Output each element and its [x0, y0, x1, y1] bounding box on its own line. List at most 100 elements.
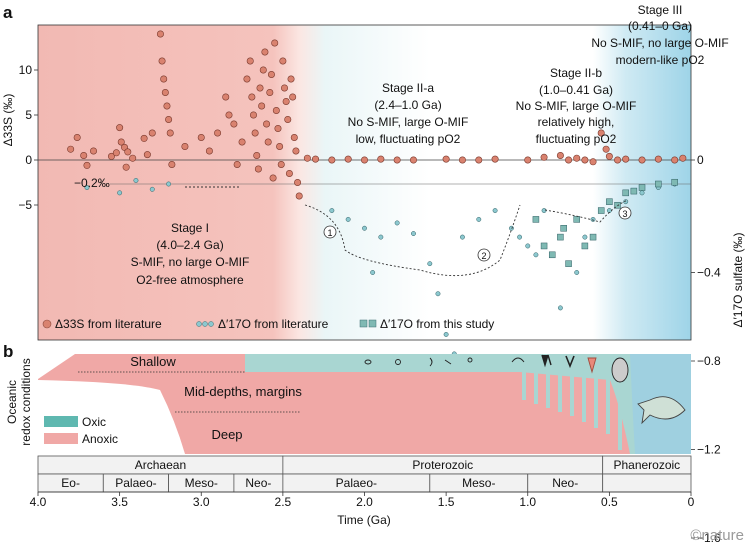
svg-text:2: 2	[481, 251, 486, 261]
era-label: Neo-	[552, 476, 578, 490]
legend-d17o-lit-label: Δ′17O from literature	[218, 317, 329, 331]
d33s-point	[290, 134, 298, 142]
d33s-point	[266, 89, 274, 97]
d33s-point	[263, 120, 271, 128]
anoxic-region	[38, 354, 691, 454]
era-row: Eo- Palaeo- Meso- Neo- Palaeo- Meso- Neo-	[37, 473, 692, 493]
svg-text:Stage I: Stage I	[171, 221, 209, 235]
left-tick-label: 0	[25, 153, 32, 167]
d17o-study-point	[581, 242, 589, 250]
d33s-point	[524, 156, 532, 164]
d33s-point	[602, 145, 610, 153]
d33s-point	[238, 138, 246, 146]
legend-anoxic-label: Anoxic	[82, 432, 118, 446]
svg-text:(1.0–0.41 Ga): (1.0–0.41 Ga)	[539, 83, 613, 97]
era-label: Palaeo-	[115, 476, 156, 490]
d17o-literature-point	[533, 252, 539, 258]
svg-text:No S-MIF, large O-MIF: No S-MIF, large O-MIF	[348, 115, 469, 129]
left-tick-label: 5	[25, 108, 32, 122]
svg-text:No S-MIF, no large O-MIF: No S-MIF, no large O-MIF	[591, 36, 728, 50]
event-marker-1: 1	[323, 225, 337, 239]
d33s-point	[491, 155, 499, 163]
d33s-point	[269, 174, 277, 182]
svg-text:No S-MIF, large O-MIF: No S-MIF, large O-MIF	[516, 99, 637, 113]
svg-text:(2.4–1.0 Ga): (2.4–1.0 Ga)	[374, 98, 441, 112]
d33s-point	[143, 151, 151, 159]
d17o-literature-point	[84, 185, 90, 190]
d33s-point	[282, 98, 290, 106]
event-marker-3: 3	[618, 206, 632, 220]
d33s-point	[225, 111, 233, 119]
svg-text:low, fluctuating pO2: low, fluctuating pO2	[356, 132, 461, 146]
stage-2a-label: Stage II-a (2.4–1.0 Ga) No S-MIF, large …	[348, 81, 469, 146]
svg-text:O2-free atmosphere: O2-free atmosphere	[136, 273, 244, 287]
d33s-point	[458, 156, 466, 164]
d33s-point	[622, 155, 630, 163]
era-label: Meso-	[185, 476, 218, 490]
d17o-study-point	[565, 260, 572, 267]
d33s-point	[156, 30, 164, 38]
x-tick-label: 0.5	[601, 495, 618, 509]
d33s-point	[243, 75, 251, 83]
offset-label: −0.2‰	[74, 176, 110, 190]
d33s-point	[393, 156, 401, 164]
d33s-point	[277, 161, 285, 169]
d17o-literature-point	[149, 186, 155, 192]
d33s-point	[251, 129, 259, 137]
d33s-point	[256, 84, 264, 92]
right-axis-label: Δ′17O sulfate (‰)	[731, 233, 745, 328]
d33s-point	[581, 156, 589, 164]
d17o-study-point	[671, 178, 678, 186]
trend-path-3	[544, 199, 629, 223]
archaeocyath-icon	[587, 357, 597, 374]
d33s-point	[163, 102, 171, 110]
d33s-point	[124, 148, 132, 156]
panel-a-label: a	[3, 3, 13, 22]
zone-deep: Deep	[211, 427, 242, 442]
legend-panel-a: Δ33S from literature Δ′17O from literatu…	[42, 317, 494, 331]
d33s-point	[442, 155, 450, 163]
d17o-study-point	[589, 233, 597, 241]
zone-shallow: Shallow	[130, 354, 176, 369]
rod-icon	[444, 359, 452, 365]
nature-logo: ©nature	[690, 527, 744, 544]
d33s-point	[129, 154, 137, 162]
d33s-point	[597, 129, 605, 137]
svg-text:1: 1	[327, 228, 332, 238]
d33s-point	[679, 154, 687, 162]
d33s-point	[671, 156, 679, 164]
d33s-point	[197, 134, 205, 142]
d17o-literature-point	[378, 234, 384, 240]
svg-text:fluctuating pO2: fluctuating pO2	[536, 132, 617, 146]
d17o-literature-point	[590, 216, 596, 222]
legend-panel-b: Oxic Anoxic	[44, 415, 118, 446]
d33s-point	[276, 143, 284, 151]
d33s-point	[294, 179, 302, 187]
legend-d33s-label: Δ33S from literature	[55, 317, 162, 331]
x-axis: 4.0 3.5 3.0 2.5 2.0 1.5 1.0 0.5 0	[30, 491, 695, 509]
d33s-point	[540, 153, 548, 161]
no-record-upper	[38, 354, 75, 379]
d17o-literature-point	[574, 270, 580, 275]
d33s-point	[253, 152, 261, 160]
right-tick-label: −1.6	[697, 531, 721, 545]
d17o-literature-point	[117, 190, 123, 196]
d17o-literature-point	[435, 291, 441, 297]
d33s-point	[181, 143, 189, 151]
stage-3-label: Stage III (0.41–0 Ga) No S-MIF, no large…	[591, 3, 728, 67]
right-tick-label: −0.8	[697, 354, 721, 368]
eon-label: Archaean	[135, 458, 186, 472]
panel-b-label: b	[3, 342, 13, 361]
left-tick-label: 10	[19, 63, 33, 77]
d33s-point	[303, 154, 311, 162]
d17o-literature-point	[370, 270, 376, 275]
d17o-study-point	[548, 251, 556, 259]
d33s-point	[107, 152, 115, 160]
d17o-study-point	[655, 180, 662, 188]
d33s-point	[140, 134, 148, 142]
legend-d33s-marker	[42, 319, 52, 329]
d33s-point	[285, 170, 293, 178]
d17o-literature-point	[166, 181, 172, 187]
d17o-study-point	[622, 189, 629, 197]
